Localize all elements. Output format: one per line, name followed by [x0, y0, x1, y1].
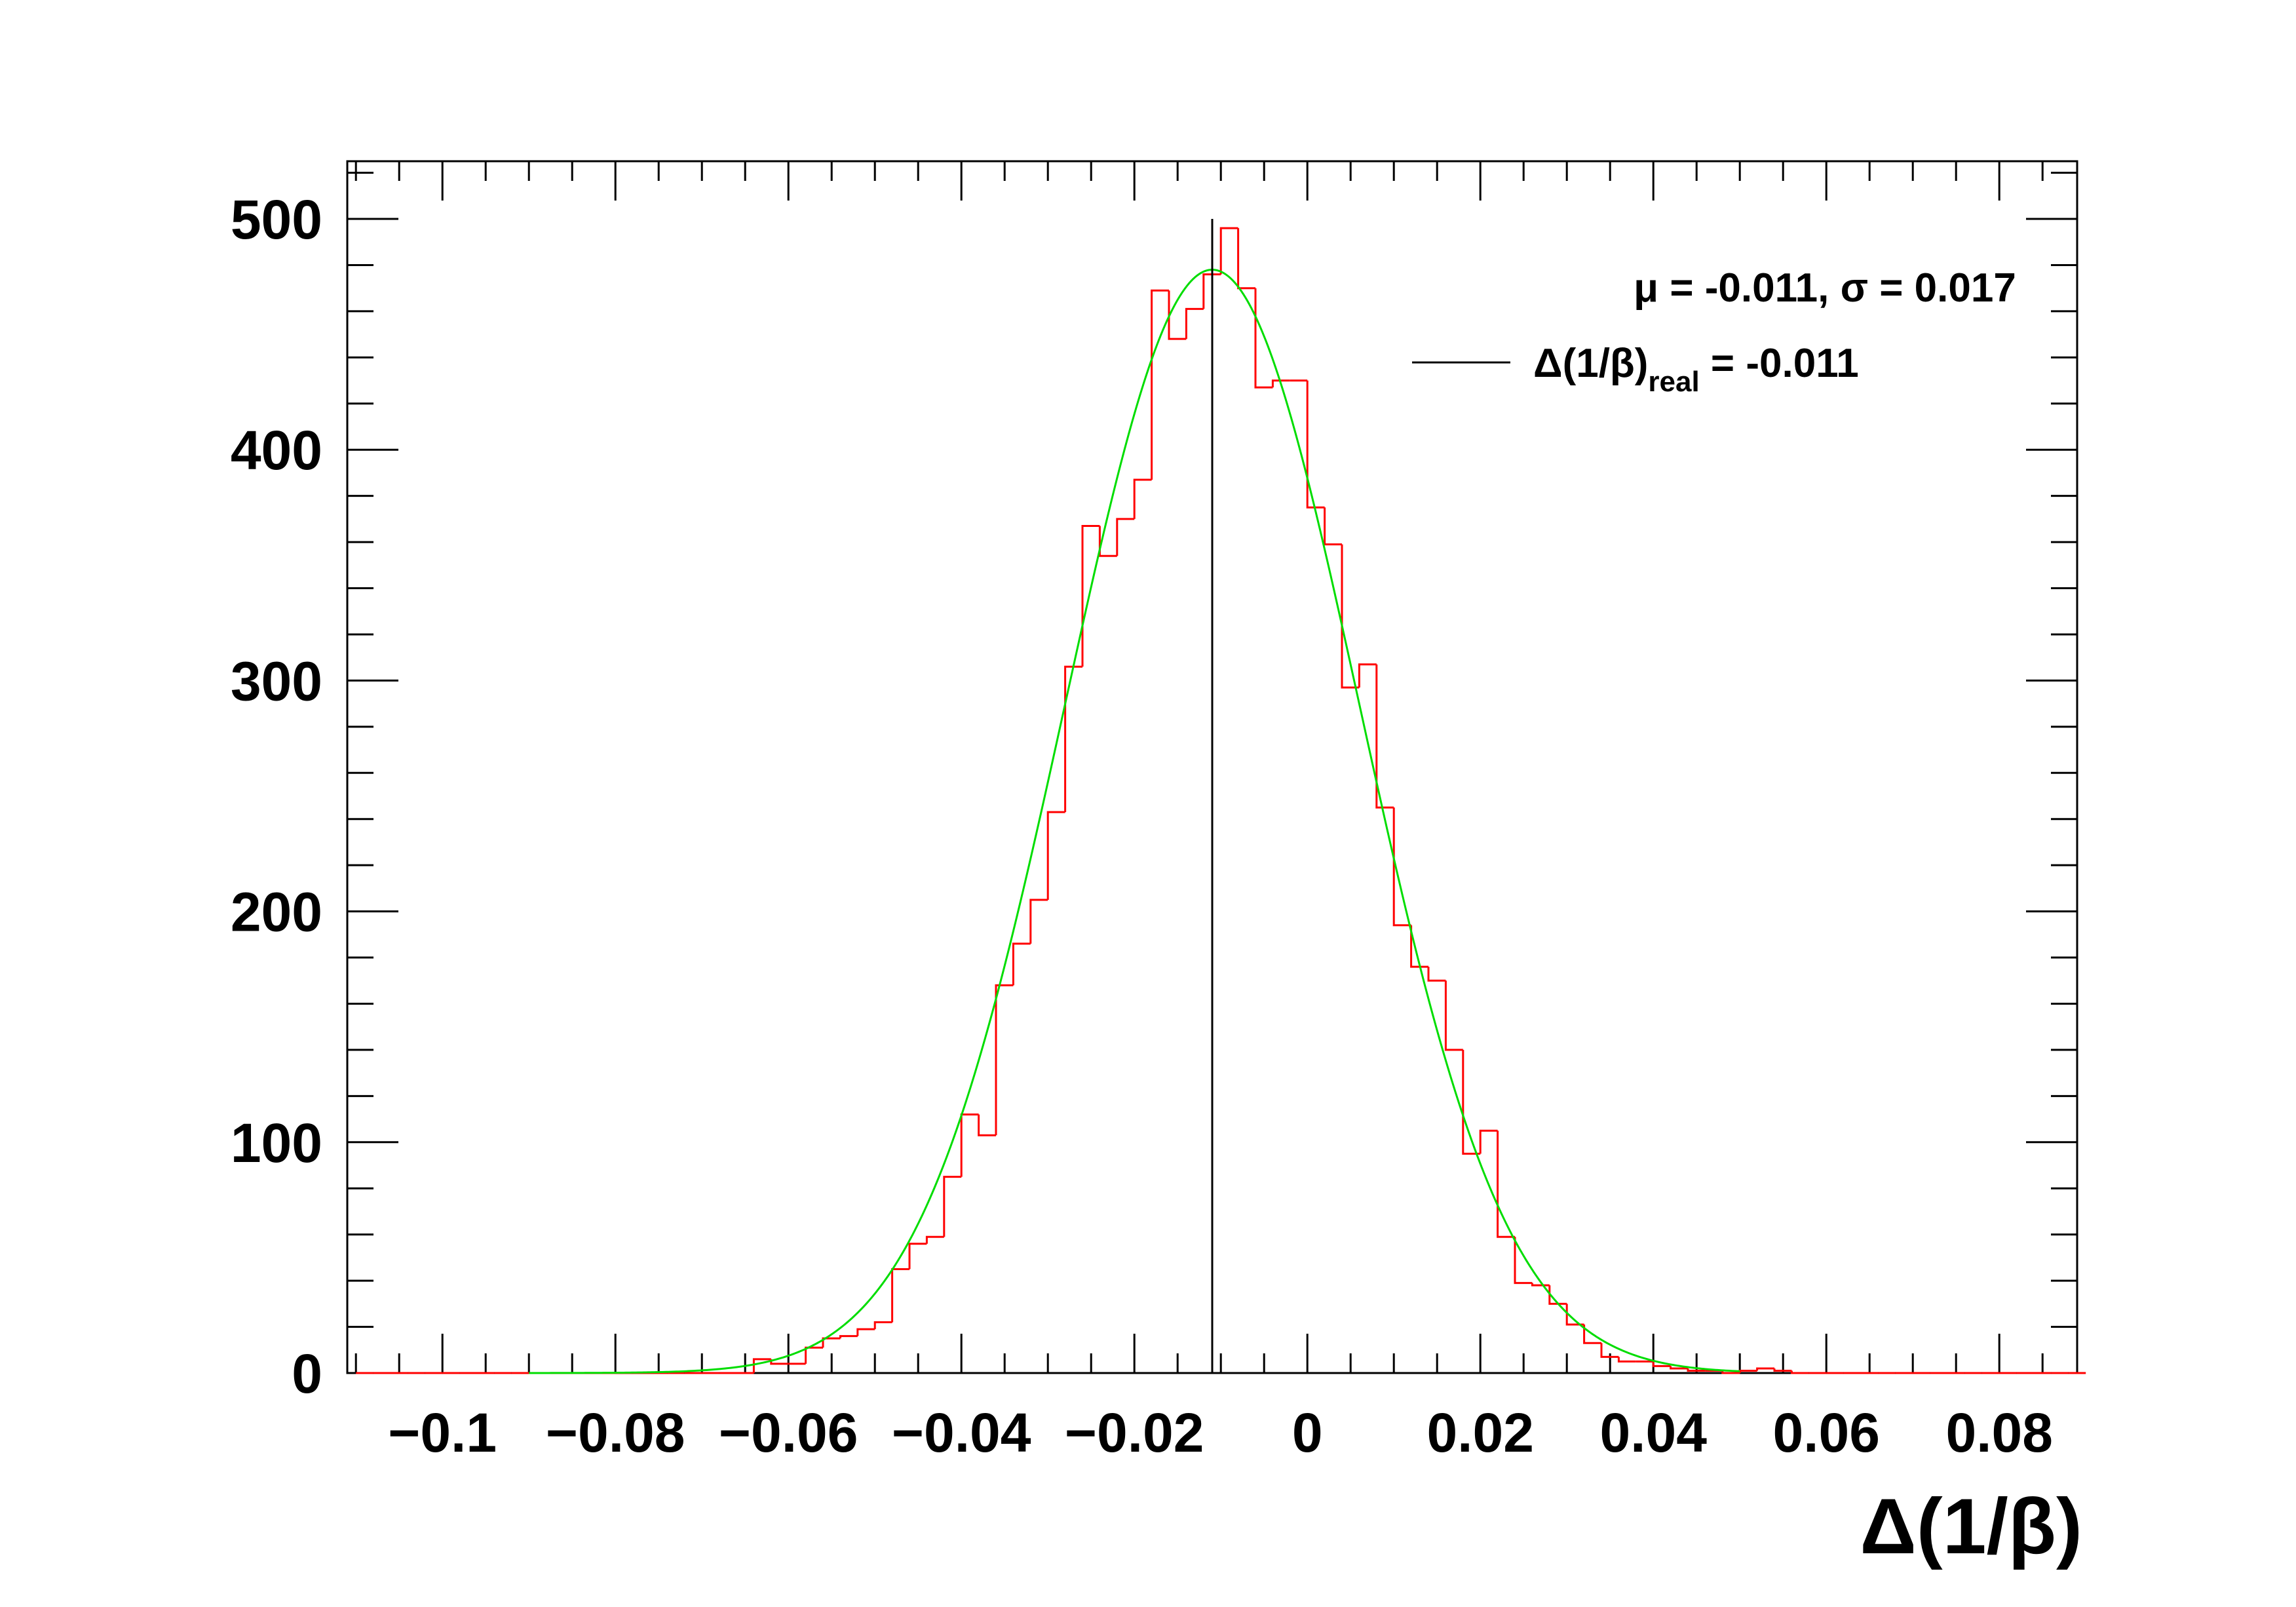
histogram-bin: [1444, 980, 1463, 1051]
histogram-bin: [873, 1321, 892, 1330]
x-tick-label: −0.04: [892, 1402, 1031, 1463]
legend: μ = -0.011, σ = 0.017 Δ(1/β)real = -0.01…: [1412, 265, 2016, 398]
histogram-bin: [1219, 227, 1238, 275]
y-tick-label: 400: [231, 419, 322, 481]
histogram-bin: [1790, 1370, 1809, 1374]
histogram-bin: [1375, 664, 1394, 809]
histogram-bin: [1756, 1367, 1774, 1371]
histogram-bin: [1324, 507, 1342, 546]
histogram-bin: [995, 984, 1014, 1136]
x-tick-label: −0.08: [546, 1402, 685, 1463]
histogram-bin: [1462, 1049, 1481, 1155]
histogram-bin: [1427, 967, 1446, 982]
histogram-bin: [1358, 663, 1377, 687]
x-tick-labels: −0.1 −0.08 −0.06 −0.04 −0.02 0 0.02 0.04 0.06 0.0…: [388, 1402, 2053, 1463]
histogram-bin: [1168, 290, 1187, 340]
histogram-bin: [1133, 478, 1152, 519]
y-tick-label: 300: [231, 650, 322, 712]
histogram-bin: [1652, 1361, 1671, 1367]
histogram-bin: [805, 1346, 823, 1364]
histogram-bin: [925, 1235, 944, 1244]
histogram-bin: [1600, 1343, 1619, 1358]
histogram-bin: [908, 1243, 927, 1269]
histogram-bin: [891, 1268, 909, 1323]
histogram-bin: [1185, 307, 1204, 339]
histogram-bin: [1271, 379, 1290, 388]
histogram-bin: [1237, 228, 1255, 290]
x-tick-label: −0.02: [1065, 1402, 1204, 1463]
legend-fit-label: μ = -0.011, σ = 0.017: [1634, 265, 2016, 311]
histogram-bin: [1341, 544, 1360, 689]
y-tick-label: 100: [231, 1112, 322, 1174]
x-tick-label: 0.02: [1426, 1402, 1534, 1463]
x-tick-label: −0.06: [719, 1402, 858, 1463]
histogram-bin: [1497, 1131, 1515, 1238]
legend-reference-label: Δ(1/β)real = -0.011: [1533, 341, 1859, 398]
histogram-series: [356, 227, 2086, 1374]
histogram-bin: [856, 1328, 875, 1336]
histogram-bin: [1046, 811, 1065, 900]
y-tick-label: 500: [231, 189, 322, 250]
x-tick-label: 0.04: [1599, 1402, 1707, 1463]
histogram-bin: [978, 1114, 996, 1136]
gaussian-fit-series: [529, 269, 1740, 1374]
histogram-bin: [1617, 1357, 1636, 1363]
histogram-bin: [752, 1358, 771, 1373]
x-tick-label: −0.1: [388, 1402, 497, 1463]
legend-reference-label-main: Δ(1/β): [1533, 341, 1648, 386]
x-axis-title: Δ(1/β): [1860, 1482, 2083, 1570]
histogram-bin: [1514, 1237, 1533, 1285]
histogram-bin: [1687, 1368, 1706, 1372]
histogram-bin: [1064, 665, 1082, 813]
histogram-bin: [822, 1337, 841, 1348]
histogram-bin: [839, 1335, 858, 1339]
histogram-bin: [960, 1113, 979, 1177]
axis-ticks: [347, 161, 2077, 1374]
y-tick-label: 0: [292, 1343, 322, 1404]
fit-curve: [529, 269, 1740, 1374]
histogram-bin: [1410, 925, 1428, 968]
histogram-bin: [1081, 524, 1100, 667]
histogram-bin: [1773, 1368, 1792, 1372]
histogram-bin: [1116, 518, 1135, 556]
histogram-bin: [1670, 1366, 1688, 1370]
y-tick-label: 200: [231, 881, 322, 943]
histogram-bin: [1306, 380, 1325, 509]
legend-reference-label-sub: real: [1648, 366, 1699, 398]
legend-reference-label-value: = -0.011: [1700, 341, 1859, 386]
histogram-bin: [1029, 899, 1048, 944]
histogram-bin: [1583, 1325, 1601, 1344]
y-tick-labels: 0 100 200 300 400 500: [231, 189, 322, 1404]
histogram-bin: [1479, 1129, 1498, 1154]
histogram-bin: [1548, 1285, 1567, 1305]
x-tick-label: 0.06: [1772, 1402, 1880, 1463]
x-tick-label: 0: [1292, 1402, 1323, 1463]
histogram-bin: [943, 1176, 962, 1237]
histogram-bin: [1392, 807, 1411, 927]
histogram-bin: [1098, 526, 1117, 557]
x-tick-label: 0.08: [1945, 1402, 2053, 1463]
histogram-bin: [1721, 1370, 1740, 1374]
histogram-bin: [1151, 289, 1169, 480]
histogram-bin: [1012, 942, 1031, 986]
histogram-bin: [1202, 273, 1221, 309]
histogram-bin: [1254, 288, 1273, 389]
